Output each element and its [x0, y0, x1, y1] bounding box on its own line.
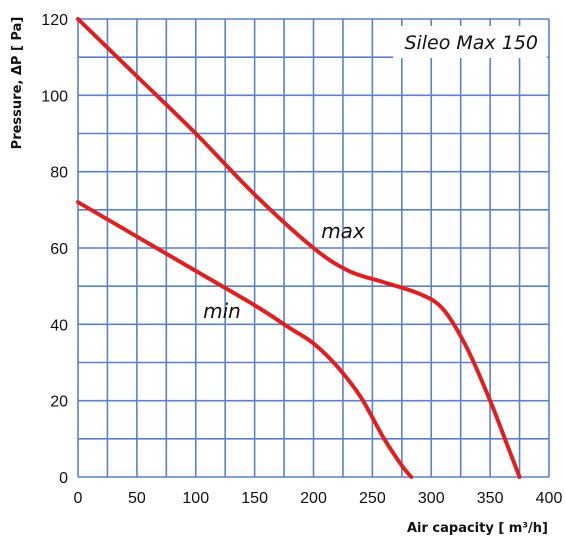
x-tick-label: 50 — [128, 490, 146, 507]
y-tick-label: 120 — [41, 12, 68, 29]
y-tick-label: 100 — [41, 88, 68, 105]
x-tick-labels: 0 50 100 150 200 250 300 350 400 — [74, 490, 563, 507]
series-line-max — [76, 17, 522, 479]
grid-lines — [77, 18, 550, 478]
x-tick-label: 100 — [182, 490, 209, 507]
x-tick-label: 150 — [241, 490, 268, 507]
x-tick-label: 0 — [74, 490, 83, 507]
y-tick-label: 40 — [50, 317, 68, 334]
y-axis-label: Pressure, ΔP [ Pa] — [10, 17, 25, 150]
x-axis-label: Air capacity [ m³/h] — [407, 521, 548, 536]
chart-title-box — [393, 26, 547, 58]
series-label-max: max — [321, 219, 365, 243]
x-tick-label: 400 — [536, 490, 563, 507]
y-tick-label: 0 — [59, 470, 68, 487]
series-layer: max min — [76, 17, 522, 479]
y-tick-label: 20 — [50, 394, 68, 411]
chart-title: Sileo Max 150 — [404, 32, 538, 54]
y-tick-label: 60 — [50, 241, 68, 258]
x-tick-label: 250 — [359, 490, 386, 507]
x-tick-label: 200 — [300, 490, 327, 507]
series-line-min — [76, 200, 414, 479]
x-tick-label: 350 — [477, 490, 504, 507]
y-tick-labels: 0 20 40 60 80 100 120 — [41, 12, 68, 487]
series-label-min: min — [203, 299, 241, 323]
x-tick-label: 300 — [418, 490, 445, 507]
y-tick-label: 80 — [50, 165, 68, 182]
